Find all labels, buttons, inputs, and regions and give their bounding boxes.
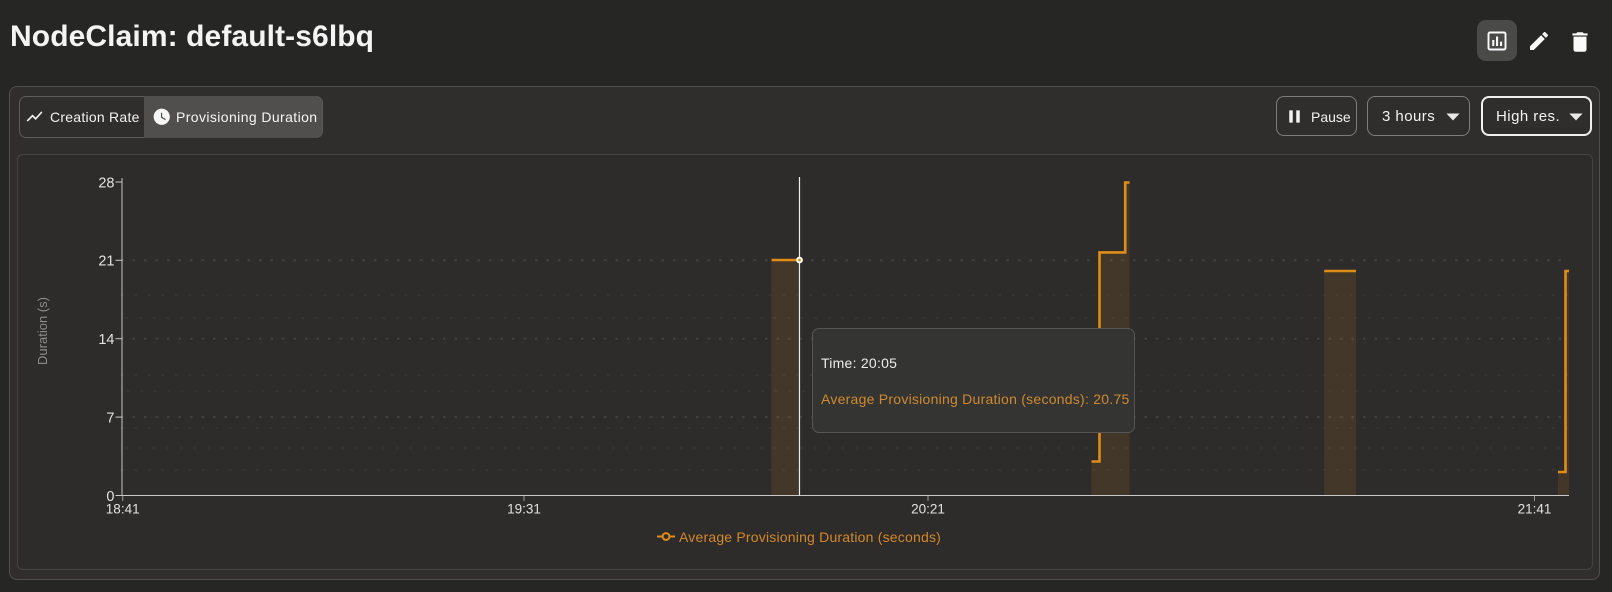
svg-text:20:21: 20:21 [911, 502, 945, 517]
svg-text:21: 21 [98, 254, 114, 270]
svg-text:21:41: 21:41 [1518, 502, 1552, 517]
svg-text:0: 0 [106, 489, 114, 505]
svg-text:Duration (s): Duration (s) [35, 297, 50, 365]
svg-text:14: 14 [98, 332, 114, 348]
svg-text:28: 28 [98, 175, 114, 191]
svg-text:18:41: 18:41 [106, 502, 140, 517]
svg-text:7: 7 [106, 410, 114, 426]
svg-text:19:31: 19:31 [507, 502, 541, 517]
